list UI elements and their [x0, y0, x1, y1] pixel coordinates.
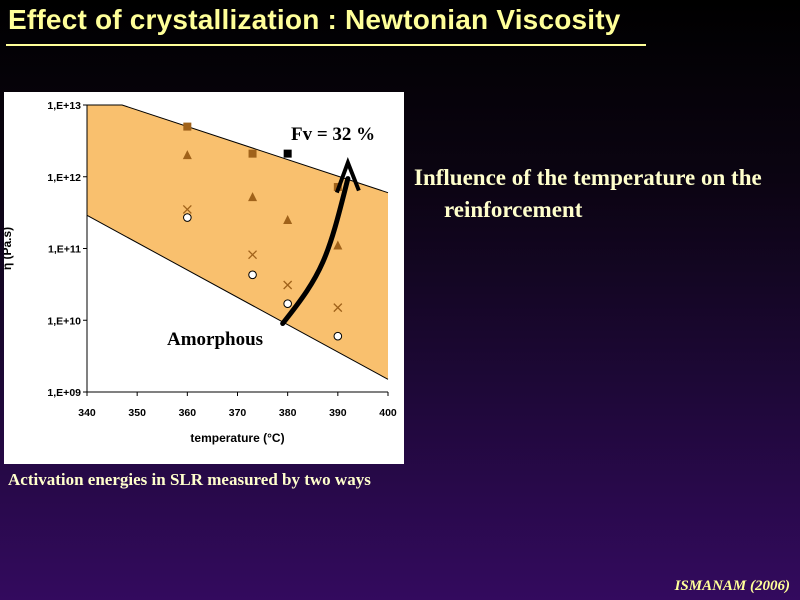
square-marker [183, 122, 192, 131]
y-tick-label: 1,E+13 [47, 100, 81, 112]
cross-marker [283, 280, 293, 290]
x-tick-label: 340 [78, 407, 96, 419]
title-underline [6, 44, 646, 46]
arrow-head [334, 156, 361, 194]
x-tick-label: 400 [379, 407, 397, 419]
circle-marker [248, 270, 257, 280]
y-tick-label: 1,E+12 [47, 172, 81, 184]
y-axis-title: η (Pa.s) [4, 227, 14, 270]
circle-marker [183, 213, 192, 222]
x-tick-label: 390 [329, 407, 347, 419]
cross-marker [182, 205, 192, 214]
x-tick-label: 380 [279, 407, 297, 419]
arrow-shaft [280, 176, 351, 327]
triangle-marker [283, 214, 293, 224]
x-tick-label: 370 [229, 407, 247, 419]
triangle-marker [248, 192, 258, 202]
x-axis-title: temperature (°C) [190, 431, 284, 445]
grid-layer [83, 104, 389, 396]
arrow-layer [280, 156, 361, 327]
band-lower-line [86, 214, 389, 380]
square-marker [248, 149, 257, 158]
chart-caption: Activation energies in SLR measured by t… [8, 470, 371, 489]
band-upper-line [87, 104, 389, 194]
circle-marker [333, 331, 343, 341]
band-layer [86, 104, 389, 380]
x-tick-label: 360 [179, 407, 197, 419]
annotation-amorphous: Amorphous [167, 329, 263, 350]
triangle-marker [182, 150, 192, 160]
chart-panel: 1,E+13 1,E+12 1,E+11 1,E+10 1,E+09 340 350 360 3… [4, 92, 404, 464]
side-text: Influence of the temperature on the rein… [414, 165, 762, 222]
y-tick-label: 1,E+11 [48, 244, 81, 256]
annotation-fv: Fv = 32 % [291, 124, 375, 145]
y-tick-label: 1,E+09 [47, 387, 81, 399]
triangle-marker [333, 240, 343, 250]
y-tick-label: 1,E+10 [47, 315, 81, 327]
source-credit: ISMANAM (2006) [674, 578, 790, 594]
cross-marker [333, 303, 343, 313]
cross-marker [248, 250, 258, 260]
slide-title: Effect of crystallization : Newtonian Vi… [8, 4, 621, 35]
band-area [87, 105, 388, 380]
square-marker [283, 149, 292, 158]
circle-marker [283, 299, 292, 309]
label-layer: 1,E+13 1,E+12 1,E+11 1,E+10 1,E+09 340 350 360 3… [4, 100, 397, 445]
viscosity-chart: 1,E+13 1,E+12 1,E+11 1,E+10 1,E+09 340 350 360 3… [4, 100, 397, 445]
x-tick-label: 350 [128, 407, 146, 419]
